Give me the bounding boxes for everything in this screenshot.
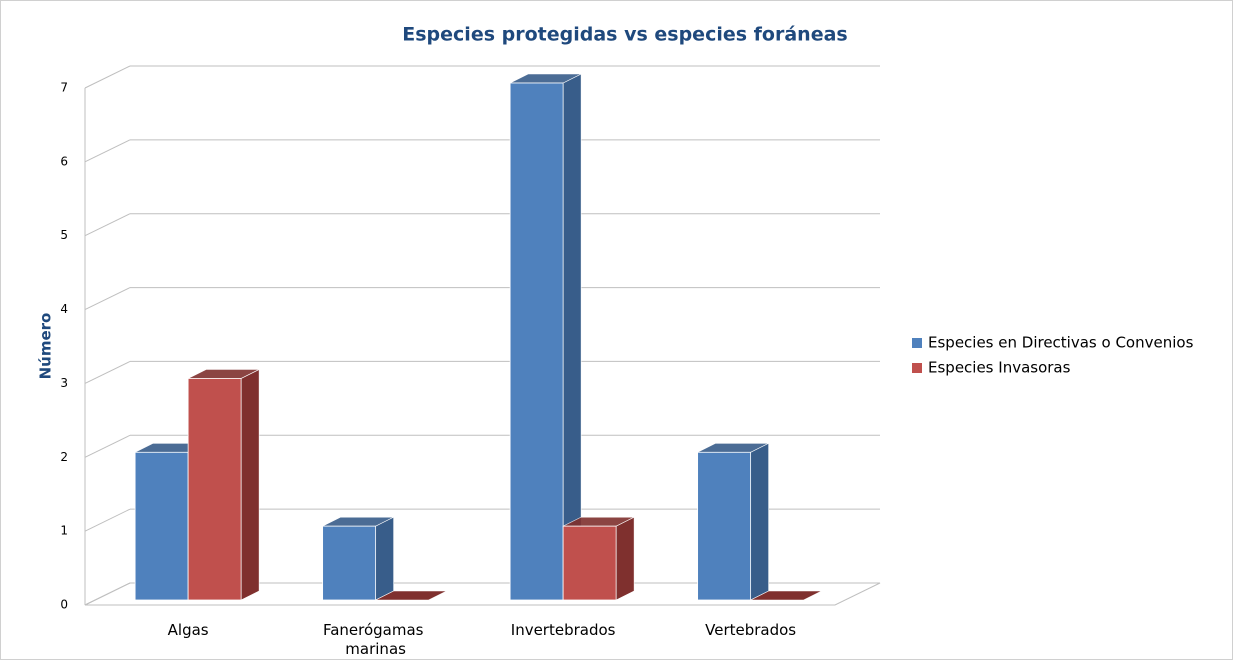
legend-label: Especies Invasoras [928,359,1071,377]
bar-side [750,442,769,601]
x-tick-label: Invertebrados [511,621,616,639]
legend-swatch [912,363,922,373]
bar [697,442,769,601]
bar-side [615,516,635,601]
bar [562,516,635,601]
bar [375,590,447,601]
bar-side [240,368,260,601]
bar [509,73,582,601]
tick-diagonal [84,360,131,384]
tick-diagonal [84,508,131,532]
y-tick-label: 7 [60,81,68,95]
tick-diagonal [84,287,131,311]
x-tick-label: Vertebrados [705,621,796,639]
bar-top [750,590,822,601]
y-tick-label: 4 [60,302,68,316]
bar [322,516,394,601]
legend-label: Especies en Directivas o Convenios [928,334,1194,352]
tick-diagonal [84,65,131,89]
tick-diagonal [84,582,131,606]
x-tick-label-line: Invertebrados [511,621,616,639]
bar-front [187,378,242,601]
tick-diagonal [84,434,131,458]
x-tick-label-line: Algas [168,621,209,639]
bar-front [697,451,752,601]
y-tick-label: 5 [60,228,68,242]
y-tick-label: 2 [60,450,68,464]
y-tick-label: 3 [60,376,68,390]
bar-front [509,82,564,601]
y-tick-label: 0 [60,598,68,612]
bar-front [134,451,189,601]
bar-front [322,525,377,601]
x-tick-label-line: Vertebrados [705,621,796,639]
legend-swatch [912,338,922,348]
x-tick-label-line: marinas [345,640,406,658]
x-tick-label: Fanerógamas marinas [323,621,428,658]
bar-front [562,525,617,601]
tick-diagonal [84,139,131,163]
bar [187,368,260,601]
bar-side [375,516,394,601]
y-tick-label: 6 [60,154,68,168]
bar-top [375,590,447,601]
x-tick-label: Algas [168,621,209,639]
bar [750,590,822,601]
y-axis-label: Número [37,313,55,380]
tick-diagonal [84,213,131,237]
x-tick-label-line: Fanerógamas [323,621,428,639]
y-tick-label: 1 [60,524,68,538]
chart-title: Especies protegidas vs especies foráneas [402,24,847,46]
